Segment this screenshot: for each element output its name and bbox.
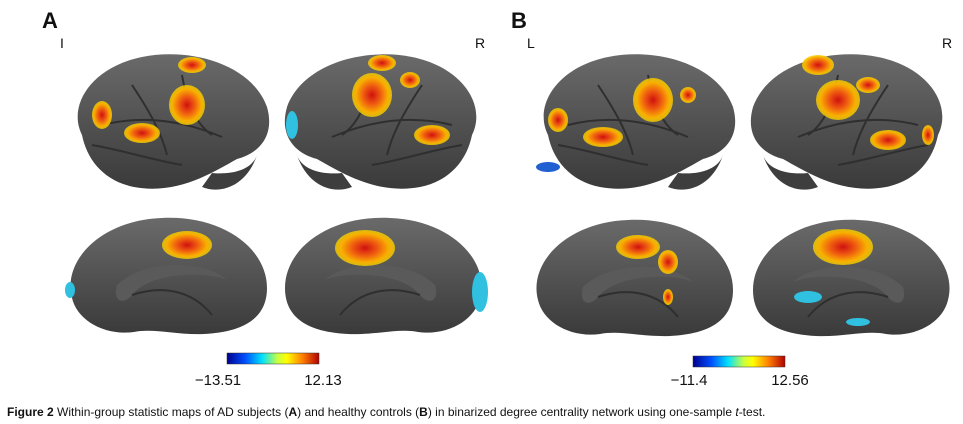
side-label: I: [60, 35, 64, 51]
caption-part: B: [419, 405, 428, 419]
brain-medial-left-b: [535, 218, 734, 338]
caption-part: Within-group statistic maps of AD subjec…: [54, 405, 289, 419]
brain-lateral-right-a: [283, 53, 478, 191]
colorbar-max: 12.56: [771, 372, 809, 389]
side-label: R: [942, 35, 952, 51]
caption-part: A: [288, 405, 297, 419]
colorbar-max: 12.13: [304, 372, 342, 389]
side-label: R: [475, 35, 485, 51]
brain-medial-left-a: [65, 216, 268, 336]
caption-part: -test.: [739, 405, 766, 419]
brain-medial-right-a: [284, 216, 488, 336]
panel-letter: A: [42, 8, 58, 33]
panel-letter: B: [511, 8, 527, 33]
brain-medial-right-b: [752, 218, 951, 338]
caption-part: t: [735, 405, 739, 419]
colorbar: [692, 355, 786, 368]
caption-part: ) in binarized degree centrality network…: [428, 405, 736, 419]
caption: Figure 2 Within-group statistic maps of …: [7, 405, 765, 419]
caption-part: ) and healthy controls (: [297, 405, 419, 419]
colorbar-min: −13.51: [195, 372, 241, 389]
caption-part: Figure 2: [7, 405, 54, 419]
colorbar-min: −11.4: [671, 372, 708, 389]
colorbar: [226, 352, 320, 365]
brain-lateral-left-b: [536, 53, 737, 191]
side-label: L: [527, 35, 535, 51]
brain-lateral-left-a: [76, 53, 271, 191]
brain-lateral-right-b: [749, 53, 944, 191]
